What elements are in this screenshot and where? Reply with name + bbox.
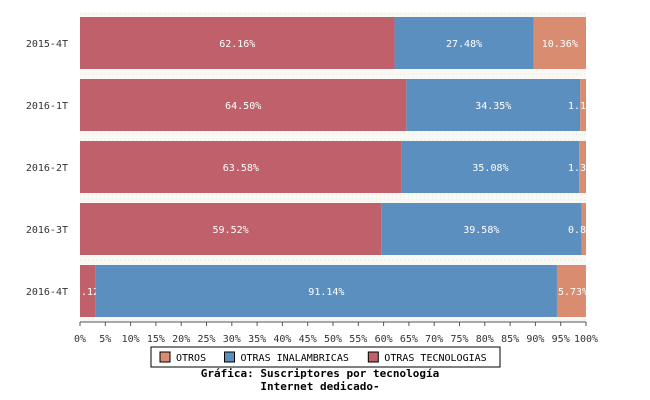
bar-segment [579,141,586,193]
data-label: 1.3 [568,163,586,174]
data-label: 0.8 [568,225,586,236]
bar-segment [581,203,586,255]
bar-segment [401,141,580,193]
category-label: 2016-4T [26,287,68,298]
x-tick-label: 20% [172,334,190,345]
x-tick-label: 100% [574,334,598,345]
x-tick-label: 35% [248,334,266,345]
x-tick-label: 65% [400,334,418,345]
legend-label: OTRAS INALAMBRICAS [241,353,349,364]
bar-segment [80,17,395,69]
caption-line: Internet dedicado- [260,380,379,393]
x-tick-label: 85% [501,334,519,345]
x-tick-label: 15% [147,334,165,345]
category-label: 2016-1T [26,101,68,112]
chart-caption: Gráfica: Suscriptores por tecnologíaInte… [201,367,439,393]
bar-segment [533,17,586,69]
legend-swatch [367,351,379,363]
data-label: 5.73% [558,287,588,298]
x-tick-label: 45% [299,334,317,345]
x-tick-label: 25% [197,334,215,345]
x-tick-label: 30% [223,334,241,345]
legend-swatch [159,351,171,363]
bar-segment [381,203,582,255]
data-label: 39.58% [463,225,499,236]
legend-box [150,346,501,368]
data-label: 1.1 [568,101,586,112]
x-tick-label: 75% [450,334,468,345]
legend: OTROS OTRAS INALAMBRICAS OTRAS TECNOLOGIAS [150,346,501,368]
x-tick-label: 50% [324,334,342,345]
bar-segment [556,265,586,317]
x-tick-label: 70% [425,334,443,345]
legend-label: OTRAS TECNOLOGIAS [384,353,486,364]
x-tick-label: 95% [552,334,570,345]
category-label: 2016-2T [26,163,68,174]
bar-segment [394,17,534,69]
x-tick-label: 0% [74,334,86,345]
x-tick-label: 5% [99,334,111,345]
bar-segment [80,265,96,317]
category-label: 2016-3T [26,225,68,236]
bars-group: 62.16% 27.48% 10.36% 64.50% 34.35% 1.1 63.58% 3… [80,17,588,317]
legend-label: OTROS [176,353,206,364]
bar-segment [80,141,402,193]
x-tick-label: 80% [476,334,494,345]
bar-segment [80,79,407,131]
caption-line: Gráfica: Suscriptores por tecnología [201,367,439,380]
x-tick-label: 60% [375,334,393,345]
legend-swatch [224,351,235,363]
x-tick-label: 90% [526,334,544,345]
x-tick-label: 40% [273,334,291,345]
bar-segment [80,203,382,255]
category-label: 2015-4T [26,39,68,50]
bar-segment [580,79,586,131]
x-axis: 0% 5% 10% 15% 20% 25% 30% 35% 40% 45% 50% 55% 60% 65%… [74,321,598,345]
bar-segment [406,79,581,131]
data-label: 63.58% [223,163,259,174]
bar-segment [95,265,557,317]
data-label: 64.50% [225,101,261,112]
data-label: .12% [81,287,105,298]
category-labels: 2015-4T 2016-1T 2016-2T 2016-3T 2016-4T [26,39,68,298]
data-label: 62.16% [219,39,255,50]
x-tick-label: 10% [122,334,140,345]
data-label: 91.14% [308,287,344,298]
x-tick-label: 55% [349,334,367,345]
data-label: 10.36% [542,39,578,50]
data-label: 27.48% [446,39,482,50]
data-label: 59.52% [213,225,249,236]
data-label: 34.35% [475,101,511,112]
data-label: 35.08% [472,163,508,174]
